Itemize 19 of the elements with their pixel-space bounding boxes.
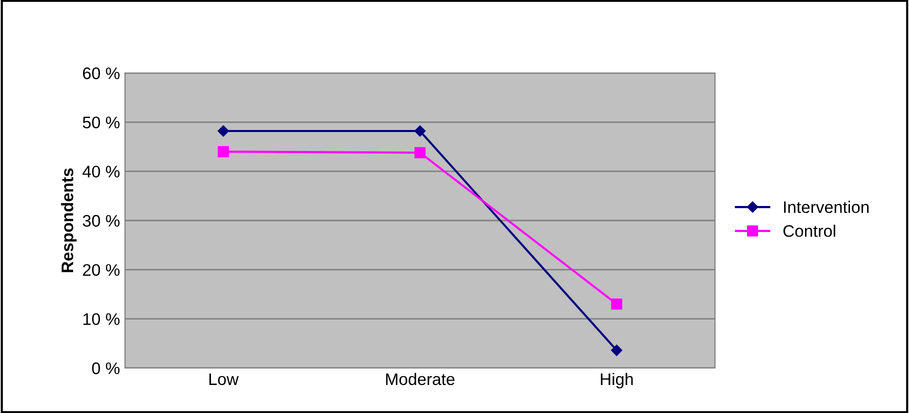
x-tick-label: Low — [209, 373, 239, 386]
y-tick-label: 60 % — [83, 67, 120, 80]
legend-label: Control — [783, 224, 836, 237]
point — [414, 147, 426, 158]
y-tick-label: 0 % — [92, 362, 120, 374]
y-tick-label: 40 % — [82, 166, 120, 178]
y-tick-label: 50 % — [82, 116, 120, 128]
y-tick-label: 20 % — [82, 264, 120, 276]
x-tick-label: High — [600, 372, 633, 388]
legend-label: Intervention — [784, 200, 869, 214]
point — [611, 298, 622, 310]
y-tick-label: 10 % — [83, 313, 120, 326]
point — [611, 344, 622, 356]
y-tick-label: 30 % — [82, 214, 120, 227]
point — [218, 125, 229, 137]
point — [218, 146, 229, 158]
y-axis-title: Respondents — [61, 168, 77, 272]
point — [414, 125, 426, 137]
x-tick-label: Moderate — [386, 372, 454, 386]
